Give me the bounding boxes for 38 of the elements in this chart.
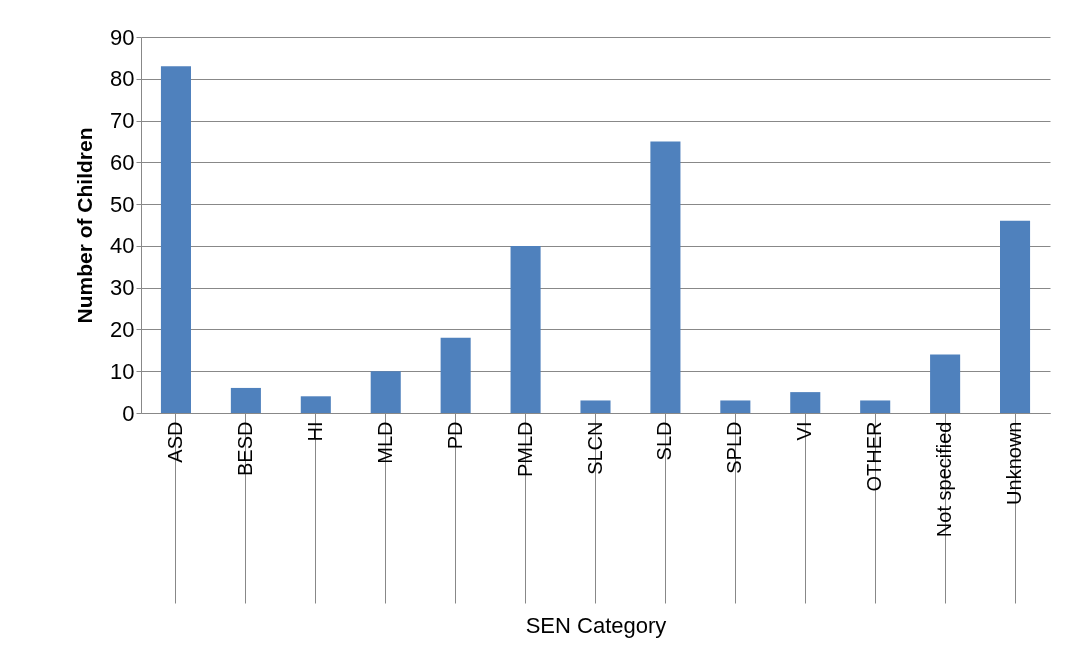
y-tick-label: 20 <box>110 316 135 342</box>
x-tick-label: SPLD <box>723 421 746 474</box>
bar <box>860 400 891 413</box>
x-tick-label: OTHER <box>863 421 886 492</box>
bar <box>930 354 961 413</box>
y-tick-label: 90 <box>110 24 135 50</box>
y-tick-label: 60 <box>110 149 135 175</box>
bar <box>440 337 471 413</box>
y-tick-label: 10 <box>110 358 135 384</box>
bar <box>1000 220 1031 413</box>
x-tick-label: SLD <box>653 421 676 461</box>
bar <box>650 141 681 413</box>
x-tick-label: BESD <box>233 421 256 476</box>
y-tick-label: 40 <box>110 233 135 259</box>
y-tick-label: 0 <box>122 400 135 426</box>
bar <box>300 396 331 413</box>
y-axis-title: Number of Children <box>73 127 97 324</box>
x-tick-label: Unknown <box>1003 421 1026 505</box>
y-tick-label: 70 <box>110 108 135 134</box>
x-tick-label: SLCN <box>583 421 606 475</box>
x-tick-label: MLD <box>373 421 396 464</box>
bar <box>580 400 611 413</box>
x-tick-label: ASD <box>163 421 186 463</box>
bar <box>230 387 261 413</box>
x-axis-title: SEN Category <box>525 613 667 638</box>
x-tick-label: HI <box>303 421 326 442</box>
y-tick-label: 80 <box>110 66 135 92</box>
x-tick-label: VI <box>793 421 816 441</box>
bar <box>790 392 821 413</box>
x-tick-label: PMLD <box>513 421 536 478</box>
y-tick-label: 30 <box>110 275 135 301</box>
x-tick-label: PD <box>443 421 466 450</box>
bar <box>720 400 751 413</box>
y-tick-label: 50 <box>110 191 135 217</box>
bar <box>160 66 191 413</box>
bar <box>370 371 401 413</box>
bar <box>510 245 541 413</box>
x-tick-label: Not specified <box>933 421 956 538</box>
